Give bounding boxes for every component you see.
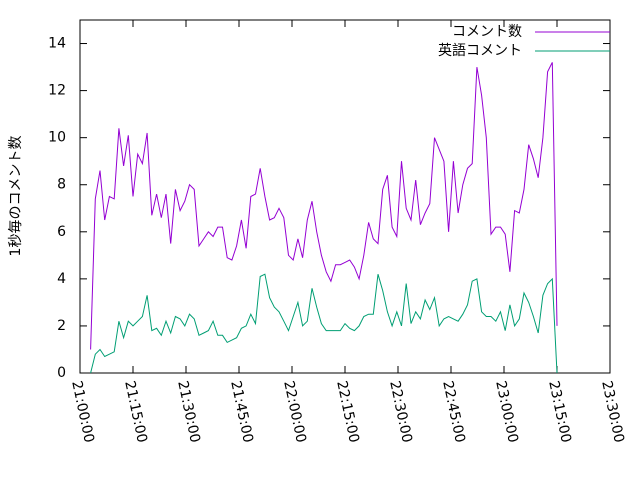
legend-label: コメント数: [452, 24, 522, 40]
x-tick-label: 22:45:00: [439, 379, 468, 444]
x-tick-label: 21:15:00: [121, 379, 150, 444]
y-tick-label: 12: [48, 83, 66, 99]
x-tick-label: 21:00:00: [68, 379, 97, 444]
y-tick-label: 4: [57, 271, 66, 287]
y-tick-label: 10: [48, 130, 66, 146]
x-tick-label: 23:00:00: [492, 379, 521, 444]
x-tick-label: 23:15:00: [545, 379, 574, 444]
x-tick-label: 21:45:00: [227, 379, 256, 444]
x-tick-label: 21:30:00: [174, 379, 203, 444]
plot-border: [79, 19, 611, 374]
y-axis-label: 1秒毎のコメント数: [8, 136, 24, 257]
series-line: [90, 273, 558, 374]
x-tick-label: 22:00:00: [280, 379, 309, 444]
x-tick-label: 22:15:00: [333, 379, 362, 444]
x-tick-label: 22:30:00: [386, 379, 415, 444]
x-tick-label: 23:30:00: [598, 379, 627, 444]
series-line: [90, 62, 558, 350]
legend-label: 英語コメント: [438, 42, 522, 59]
y-tick-label: 0: [57, 365, 66, 381]
y-tick-label: 2: [57, 318, 66, 334]
y-tick-label: 8: [57, 177, 66, 193]
y-tick-label: 14: [48, 36, 66, 52]
y-tick-label: 6: [57, 224, 66, 240]
